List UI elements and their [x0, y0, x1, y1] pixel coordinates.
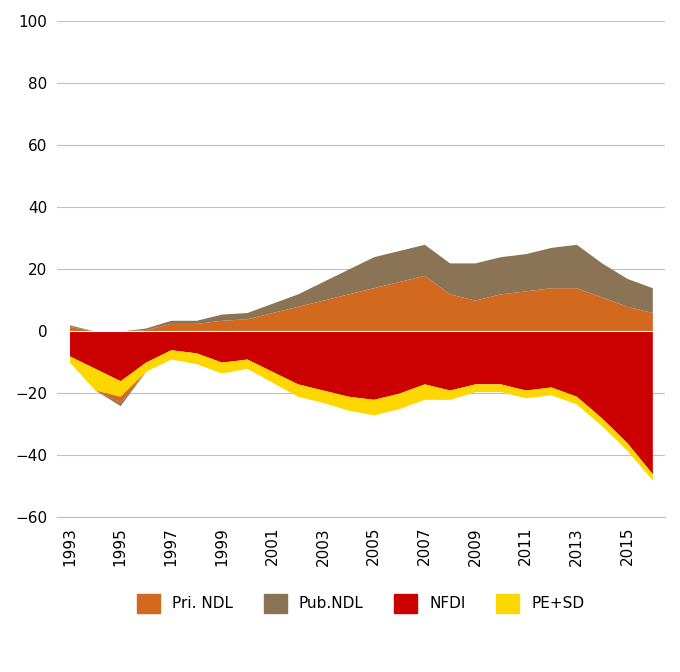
Legend: Pri. NDL, Pub.NDL, NFDI, PE+SD: Pri. NDL, Pub.NDL, NFDI, PE+SD [131, 588, 591, 619]
